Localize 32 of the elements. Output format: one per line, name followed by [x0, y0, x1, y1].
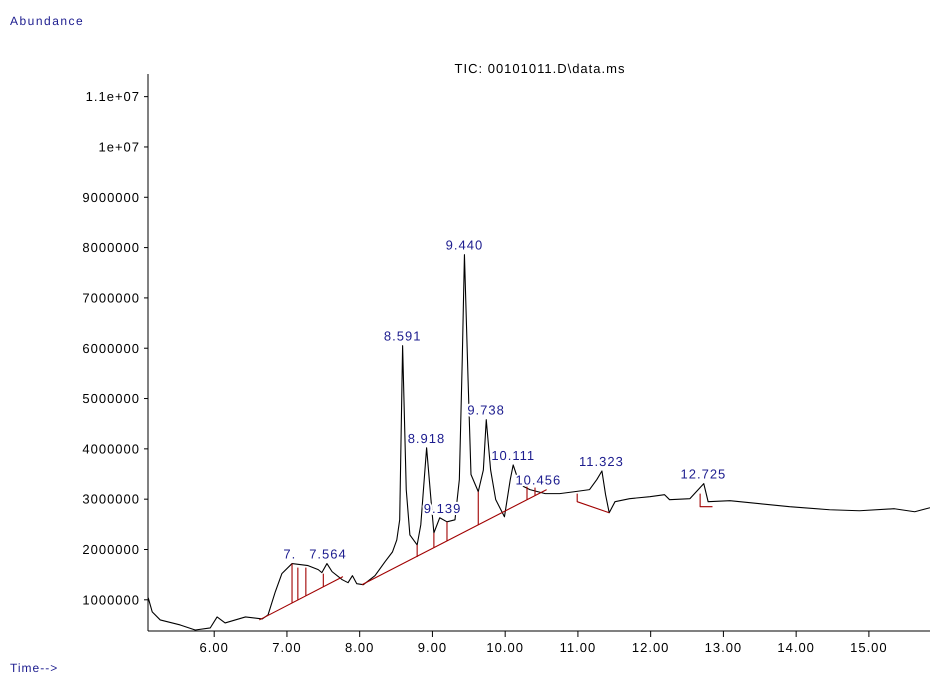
annotation: 11.323: [579, 454, 624, 469]
y-tick-label: 1000000: [82, 592, 140, 608]
y-tick-label: 7000000: [82, 290, 140, 306]
x-tick-label: 7.00: [272, 640, 302, 655]
y-tick-label: 1.1e+07: [86, 89, 140, 104]
annotation: 12.725: [680, 466, 726, 482]
x-tick-label: 15.00: [850, 640, 888, 655]
y-tick-label: 8000000: [82, 240, 140, 256]
annotation: 7.564: [309, 546, 347, 562]
y-axis-title: Abundance: [10, 14, 84, 28]
annotation: 7.: [283, 546, 296, 562]
y-tick-label: 6000000: [82, 340, 140, 356]
x-tick-label: 12.00: [632, 640, 670, 655]
x-tick-label: 8.00: [345, 640, 374, 655]
chart-title: TIC: 00101011.D\data.ms: [454, 61, 626, 76]
x-tick-label: 11.00: [560, 640, 596, 655]
x-tick-label: 14.00: [777, 640, 815, 655]
annotation: 9.440: [446, 238, 484, 253]
y-tick-label: 4000000: [82, 441, 140, 456]
y-tick-label: 5000000: [82, 391, 140, 406]
x-tick-label: 9.00: [418, 640, 448, 655]
x-tick-label: 10.00: [486, 640, 524, 655]
x-axis-title: Time-->: [10, 661, 58, 675]
x-tick-label: 6.00: [200, 640, 229, 655]
x-tick-label: 13.00: [704, 640, 742, 655]
annotation: 8.591: [384, 328, 422, 344]
annotation: 10.111: [491, 448, 536, 463]
y-tick-label: 1e+07: [98, 140, 140, 155]
annotation: 8.918: [408, 430, 446, 446]
y-tick-label: 2000000: [82, 542, 140, 558]
y-tick-label: 9000000: [82, 190, 140, 205]
y-tick-label: 3000000: [82, 492, 140, 507]
